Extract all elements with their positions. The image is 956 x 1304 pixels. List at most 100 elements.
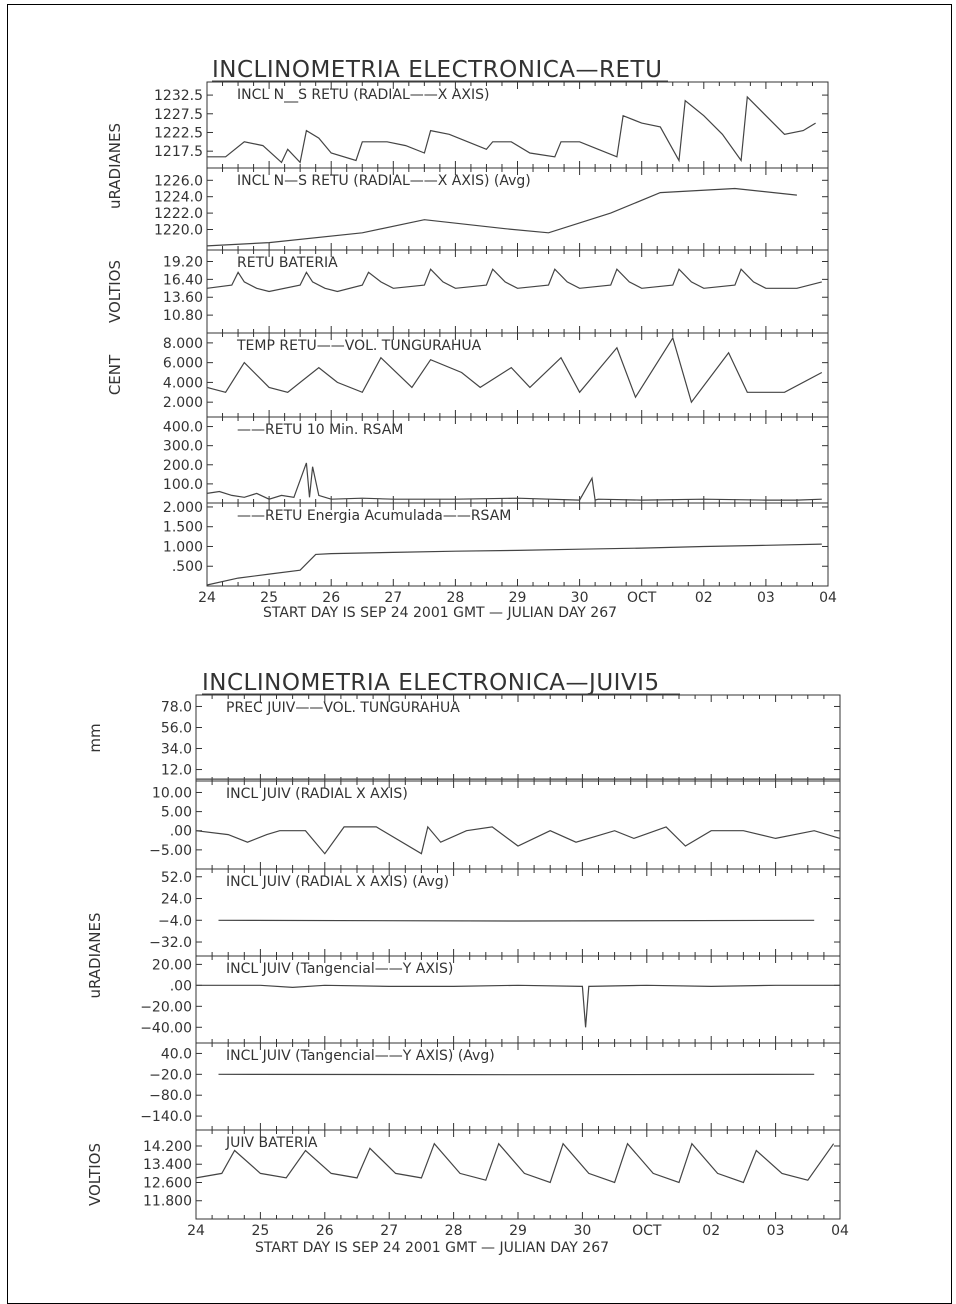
panel-1: 10.00 5.00 .00 −5.00 INCL JUIV (RADIAL X AXI… bbox=[149, 781, 840, 869]
y-group-label: VOLTIOS bbox=[106, 260, 124, 323]
y-tick-label: 1220.0 bbox=[154, 223, 203, 239]
panel-2: 52.0 24.0 −4.0 −32.0 INCL JUIV (RADIAL X AXI… bbox=[149, 869, 840, 956]
y-group-label: CENT bbox=[106, 354, 124, 395]
panel-label: JUIV BATERIA bbox=[225, 1135, 318, 1151]
panel-label: INCL N__S RETU (RADIAL——X AXIS) bbox=[237, 87, 489, 103]
chart-1: INCLINOMETRIA ELECTRONICA—JUIVI578.056.0… bbox=[86, 670, 849, 1256]
y-tick-label: 1226.0 bbox=[154, 173, 203, 189]
y-tick-label: −40.00 bbox=[140, 1020, 192, 1036]
series-line bbox=[207, 189, 797, 246]
x-tick-label: 03 bbox=[767, 1223, 785, 1239]
y-tick-label: 24.0 bbox=[161, 892, 192, 908]
y-tick-label: 200.0 bbox=[163, 458, 203, 474]
y-group-label: uRADIANES bbox=[86, 912, 104, 998]
series-line bbox=[196, 985, 840, 1027]
series-line bbox=[207, 463, 822, 500]
x-tick-label: 29 bbox=[509, 590, 527, 606]
x-tick-label: 27 bbox=[384, 590, 402, 606]
series-line bbox=[207, 544, 822, 585]
x-axis-caption: START DAY IS SEP 24 2001 GMT — JULIAN DA… bbox=[263, 605, 617, 621]
y-tick-label: −80.0 bbox=[149, 1088, 192, 1104]
y-tick-label: 10.80 bbox=[163, 308, 203, 324]
y-tick-label: 13.60 bbox=[163, 290, 203, 306]
panel-3: 20.00 .00 −20.00 −40.00 INCL JUIV (Tangencia… bbox=[140, 956, 840, 1043]
panel-label: INCL JUIV (RADIAL X AXIS) (Avg) bbox=[226, 874, 449, 890]
x-tick-label: 30 bbox=[573, 1223, 591, 1239]
y-tick-label: 19.20 bbox=[163, 254, 203, 270]
x-tick-label: 24 bbox=[198, 590, 216, 606]
y-tick-label: 1222.5 bbox=[154, 125, 203, 141]
panel-label: ——RETU Energia Acumulada——RSAM bbox=[237, 508, 511, 524]
x-tick-label: 25 bbox=[260, 590, 278, 606]
panel-4: 400.0 300.0 200.0 100.0 ——RETU 10 Min. RSAM bbox=[163, 417, 828, 503]
y-tick-label: 4.000 bbox=[163, 375, 203, 391]
y-tick-label: −20.00 bbox=[140, 999, 192, 1015]
panel-label: INCL JUIV (Tangencial——Y AXIS) bbox=[226, 961, 453, 977]
y-tick-label: 10.00 bbox=[152, 785, 192, 801]
y-tick-label: 56.0 bbox=[161, 720, 192, 736]
y-tick-label: 2.000 bbox=[163, 395, 203, 411]
y-tick-label: 300.0 bbox=[163, 439, 203, 455]
y-tick-label: 100.0 bbox=[163, 477, 203, 493]
y-tick-label: 34.0 bbox=[161, 742, 192, 758]
y-tick-label: −5.00 bbox=[149, 843, 192, 859]
x-tick-label: 25 bbox=[251, 1223, 269, 1239]
panel-label: RETU BATERIA bbox=[237, 255, 338, 271]
x-tick-label: 28 bbox=[446, 590, 464, 606]
y-tick-label: 1.500 bbox=[163, 520, 203, 536]
panel-label: PREC JUIV——VOL. TUNGURAHUA bbox=[226, 700, 460, 716]
y-tick-label: −20.0 bbox=[149, 1067, 192, 1083]
panel-label: ——RETU 10 Min. RSAM bbox=[237, 422, 403, 438]
x-tick-label: 26 bbox=[322, 590, 340, 606]
y-tick-label: 14.200 bbox=[143, 1139, 192, 1155]
y-tick-label: .00 bbox=[170, 824, 192, 840]
y-tick-label: 8.000 bbox=[163, 336, 203, 352]
y-group-label: mm bbox=[86, 723, 104, 752]
y-tick-label: 12.600 bbox=[143, 1175, 192, 1191]
panel-0: 78.0 56.0 34.0 12.0 PREC JUIV——VOL. TUNGURAH… bbox=[161, 695, 840, 781]
y-tick-label: 52.0 bbox=[161, 870, 192, 886]
y-tick-label: −32.0 bbox=[149, 935, 192, 951]
x-tick-label: 03 bbox=[757, 590, 775, 606]
panel-label: INCL JUIV (Tangencial——Y AXIS) (Avg) bbox=[226, 1048, 495, 1064]
series-line bbox=[196, 827, 840, 854]
x-tick-label: 26 bbox=[316, 1223, 334, 1239]
x-tick-label: OCT bbox=[627, 590, 657, 606]
y-tick-label: 1.000 bbox=[163, 539, 203, 555]
y-tick-label: 20.00 bbox=[152, 957, 192, 973]
y-tick-label: .00 bbox=[170, 978, 192, 994]
y-tick-label: −140.0 bbox=[140, 1109, 192, 1125]
y-tick-label: 2.000 bbox=[163, 500, 203, 516]
x-tick-label: 02 bbox=[695, 590, 713, 606]
series-line bbox=[219, 920, 815, 921]
panel-label: INCL JUIV (RADIAL X AXIS) bbox=[226, 786, 408, 802]
series-line bbox=[207, 97, 816, 162]
x-tick-label: 04 bbox=[819, 590, 837, 606]
chart-0: INCLINOMETRIA ELECTRONICA—RETU1232.51227… bbox=[106, 57, 837, 621]
chart-title: INCLINOMETRIA ELECTRONICA—RETU bbox=[212, 57, 662, 83]
y-tick-label: 1232.5 bbox=[154, 88, 203, 104]
y-group-label: VOLTIOS bbox=[86, 1143, 104, 1206]
x-axis-caption: START DAY IS SEP 24 2001 GMT — JULIAN DA… bbox=[255, 1240, 609, 1256]
x-tick-label: 28 bbox=[445, 1223, 463, 1239]
y-tick-label: 1224.0 bbox=[154, 190, 203, 206]
y-tick-label: 5.00 bbox=[161, 805, 192, 821]
y-tick-label: 1222.0 bbox=[154, 206, 203, 222]
y-tick-label: −4.0 bbox=[158, 913, 192, 929]
x-tick-label: 24 bbox=[187, 1223, 205, 1239]
y-tick-label: 1217.5 bbox=[154, 144, 203, 160]
y-tick-label: 78.0 bbox=[161, 699, 192, 715]
x-tick-label: 30 bbox=[571, 590, 589, 606]
y-tick-label: 12.0 bbox=[161, 763, 192, 779]
y-group-label: uRADIANES bbox=[106, 123, 124, 209]
y-tick-label: 400.0 bbox=[163, 420, 203, 436]
panel-label: TEMP RETU——VOL. TUNGURAHUA bbox=[236, 338, 482, 354]
